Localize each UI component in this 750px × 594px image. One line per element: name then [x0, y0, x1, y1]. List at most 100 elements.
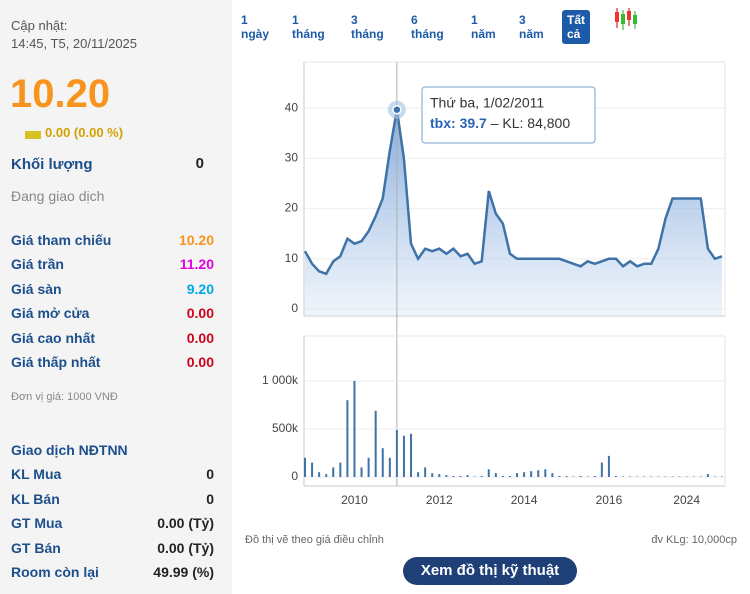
price-label: Giá sàn: [11, 280, 62, 297]
price-value: 0.00: [186, 354, 214, 370]
price-change: 0.00 (0.00 %): [45, 125, 124, 140]
volume-bar: [459, 476, 462, 477]
volume-bar: [417, 472, 420, 477]
volume-unit: đv KLg: 10,000cp: [651, 534, 737, 546]
volume-bar: [551, 473, 554, 477]
range-tab[interactable]: 1 tháng: [292, 13, 325, 41]
volume-bar: [402, 435, 405, 477]
quote-panel: Cập nhật: 14:45, T5, 20/11/2025 10.20 0.…: [0, 0, 232, 594]
tooltip-price: 39.7: [460, 115, 487, 131]
price-area: [305, 109, 722, 316]
foreign-value: 0: [206, 466, 214, 482]
volume-bar: [381, 448, 384, 477]
foreign-value: 0.00 (Tỷ): [157, 515, 214, 531]
volume-bar: [501, 476, 504, 477]
volume-bar: [374, 410, 377, 477]
volume-bar: [508, 476, 511, 477]
price-label: Giá cao nhất: [11, 329, 96, 346]
volume-bar: [445, 475, 448, 477]
foreign-value: 0.00 (Tỷ): [157, 539, 214, 556]
status: Đang giao dịch: [11, 188, 105, 204]
volume-bar: [431, 473, 434, 477]
tooltip-series: tbx:: [430, 115, 456, 131]
volume-bar: [410, 433, 413, 477]
foreign-label: GT Mua: [11, 515, 63, 531]
tooltip: Thứ ba, 1/02/2011 tbx: 39.7 – KL: 84,800: [421, 86, 596, 144]
y-tick-label: 1 000k: [262, 373, 299, 387]
volume-bar: [360, 467, 363, 477]
range-tab[interactable]: 6 tháng: [411, 13, 444, 41]
price-value: 9.20: [186, 280, 214, 297]
volume-bar: [424, 467, 427, 477]
y-tick-label: 0: [291, 469, 298, 483]
updated-time: 14:45, T5, 20/11/2025: [11, 36, 138, 51]
y-tick-label: 40: [285, 100, 299, 114]
range-tab[interactable]: 3 năm: [519, 13, 544, 41]
price-label: Giá thấp nhất: [11, 354, 101, 370]
volume-bar: [304, 457, 306, 477]
volume-bar: [523, 472, 526, 477]
volume-bar: [367, 457, 370, 477]
volume-label: Khối lượng: [11, 156, 93, 173]
price-value: 0.00: [186, 329, 214, 346]
volume-bar: [438, 474, 441, 477]
x-tick-label: 2024: [673, 493, 700, 507]
range-tab[interactable]: 1 năm: [471, 13, 496, 41]
updated-label: Cập nhật:: [11, 18, 68, 33]
range-tab[interactable]: Tất cả: [562, 10, 590, 44]
volume-bar: [339, 462, 342, 477]
hover-point: [392, 104, 402, 115]
foreign-label: Room còn lại: [11, 564, 99, 580]
volume-bar: [353, 381, 356, 477]
volume-bar: [480, 476, 483, 477]
price-value: 10.20: [178, 232, 214, 248]
x-tick-label: 2010: [341, 493, 368, 507]
volume-bar: [388, 457, 391, 477]
volume-bar: [487, 469, 490, 477]
volume-bar: [311, 462, 314, 477]
price: 10.20: [10, 72, 111, 116]
price-value: 11.20: [179, 256, 214, 273]
price-label: Giá mở cửa: [11, 305, 90, 322]
volume-bar: [593, 476, 596, 477]
volume-bar: [332, 467, 335, 477]
volume-bar: [544, 469, 547, 477]
y-tick-label: 30: [285, 151, 299, 165]
volume-bar: [565, 476, 568, 477]
volume-bar: [466, 475, 469, 477]
x-tick-label: 2014: [511, 493, 538, 507]
foreign-label: GT Bán: [11, 539, 61, 556]
price-unit: Đơn vị giá: 1000 VNĐ: [11, 391, 118, 403]
volume-bar: [607, 455, 610, 477]
chart-note: Đồ thị vẽ theo giá điều chỉnh: [245, 534, 384, 546]
volume-bar: [600, 462, 603, 477]
range-tab[interactable]: 3 tháng: [351, 13, 384, 41]
volume-bar: [537, 470, 540, 477]
volume-bar: [516, 473, 519, 477]
foreign-title: Giao dịch NĐTNN: [11, 442, 128, 458]
y-tick-label: 10: [285, 251, 299, 265]
range-tab[interactable]: 1 ngày: [241, 13, 270, 41]
tooltip-volume: – KL: 84,800: [491, 115, 571, 131]
price-label: Giá trần: [11, 256, 64, 273]
tooltip-date: Thứ ba, 1/02/2011: [430, 95, 544, 111]
volume-bar: [614, 476, 617, 477]
volume-value: 0: [195, 155, 204, 172]
price-value: 0.00: [186, 305, 214, 322]
tooltip-values: tbx: 39.7 – KL: 84,800: [430, 115, 570, 131]
foreign-value: 0: [206, 490, 214, 507]
candle-icon: [615, 8, 637, 30]
price-label: Giá tham chiếu: [11, 232, 112, 248]
change-icon: [25, 131, 41, 139]
technical-chart-button[interactable]: Xem đồ thị kỹ thuật: [403, 557, 577, 585]
x-tick-label: 2012: [426, 493, 453, 507]
volume-bar: [706, 474, 709, 477]
y-tick-label: 0: [291, 301, 298, 315]
volume-bar: [530, 471, 533, 477]
price-line: [303, 109, 723, 276]
volume-bar: [579, 476, 582, 477]
hover-halo: [387, 100, 406, 119]
foreign-value: 49.99 (%): [153, 564, 214, 580]
tooltip-box: [421, 86, 596, 144]
